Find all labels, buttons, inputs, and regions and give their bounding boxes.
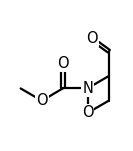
- Text: O: O: [82, 105, 93, 120]
- Text: O: O: [57, 56, 69, 71]
- Text: N: N: [82, 81, 93, 96]
- Text: O: O: [36, 93, 48, 108]
- Text: O: O: [86, 32, 98, 47]
